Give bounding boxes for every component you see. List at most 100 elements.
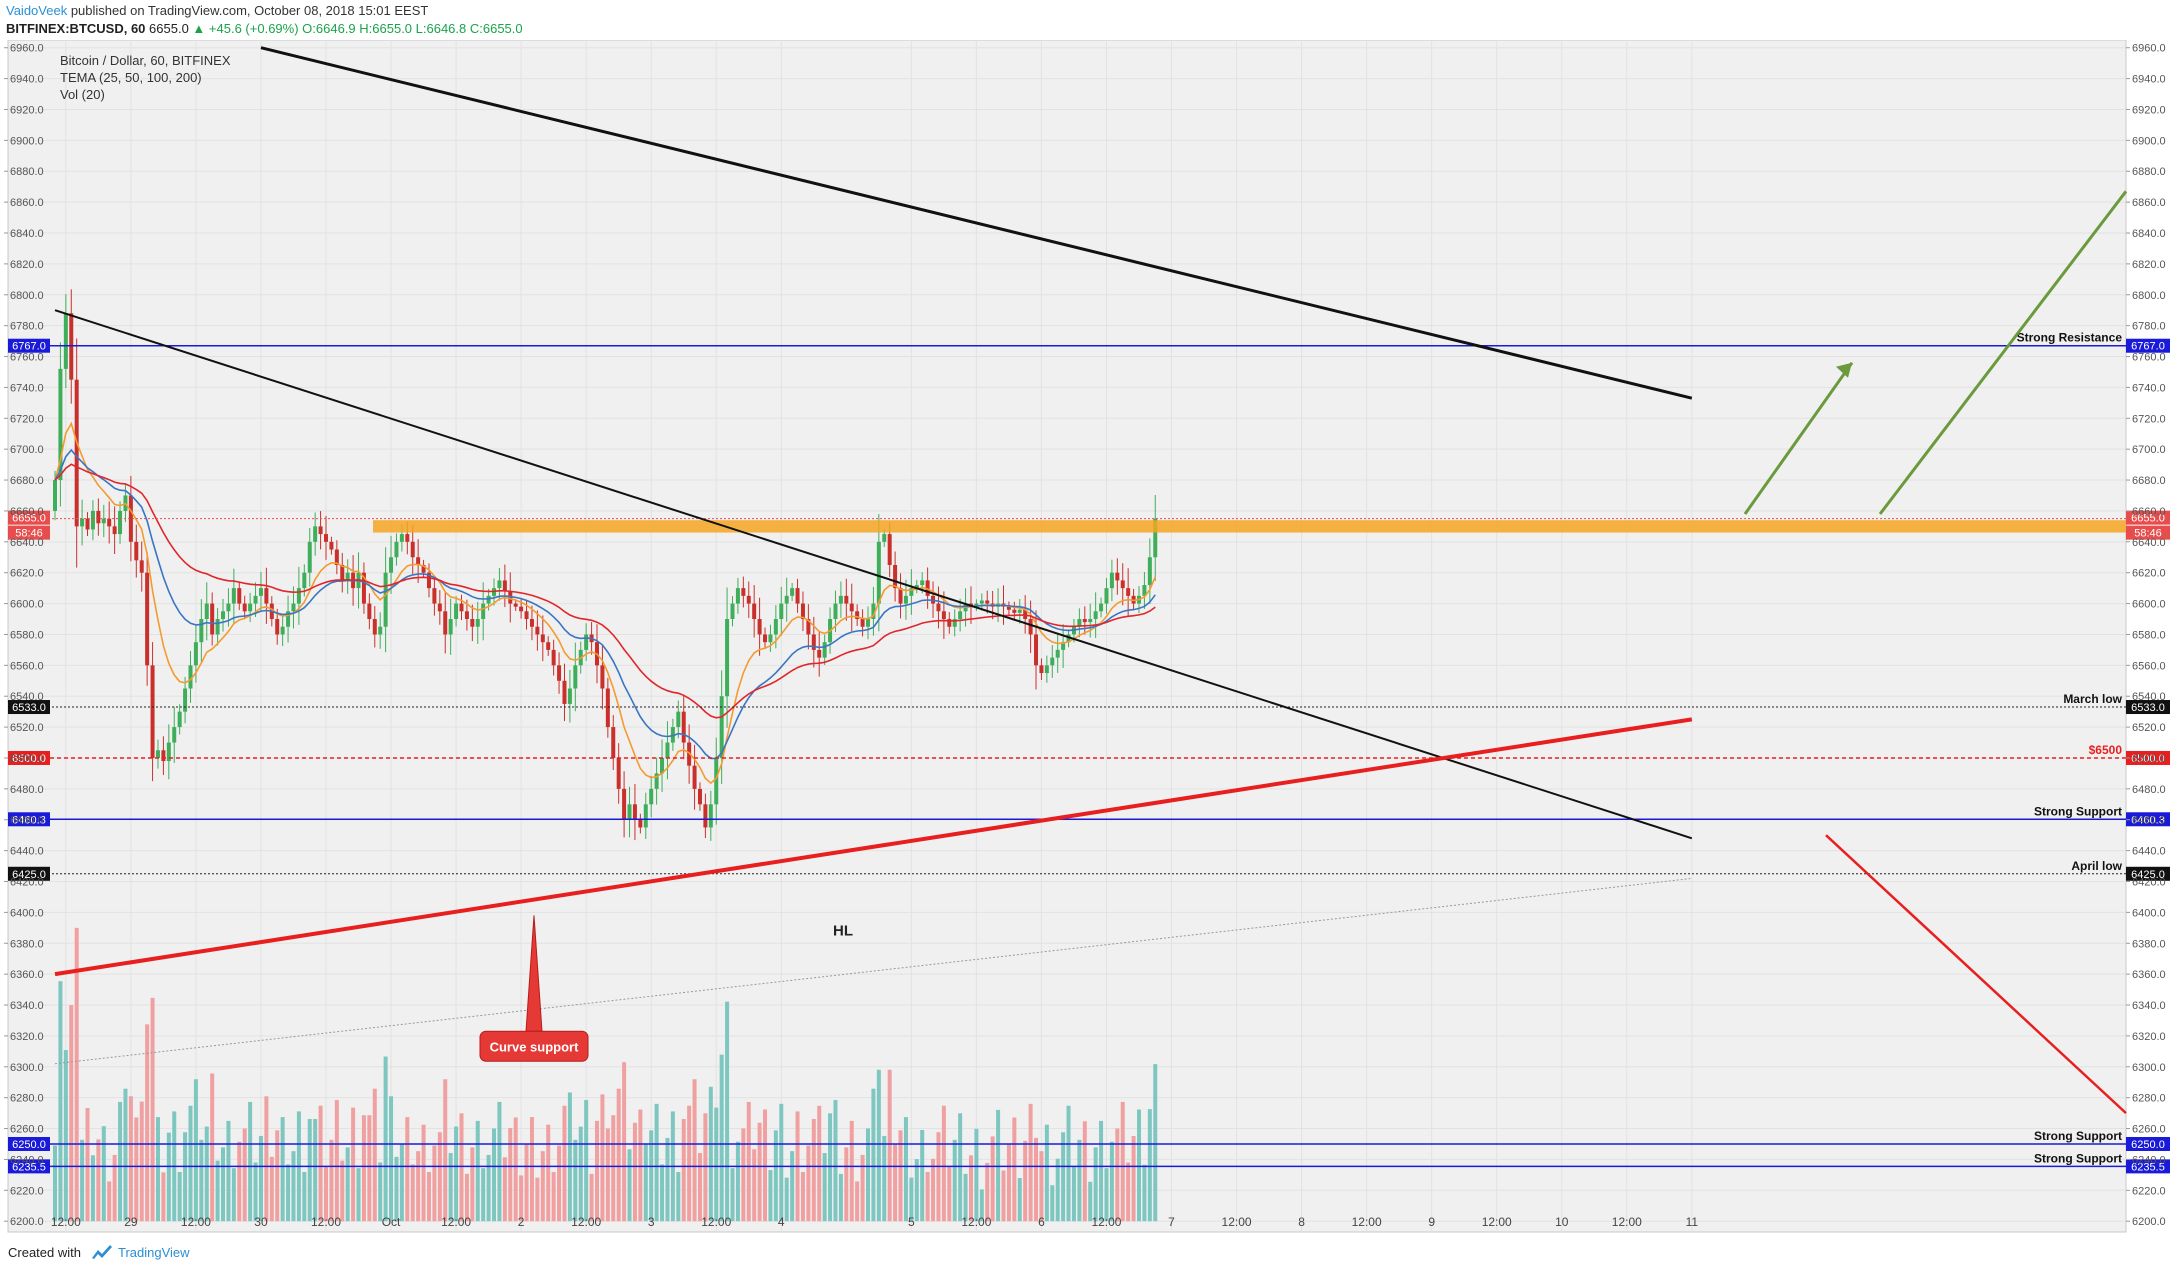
candle-body	[1088, 619, 1093, 623]
volume-bar	[1137, 1109, 1141, 1222]
candle-body	[405, 534, 410, 542]
volume-bar	[996, 1109, 1001, 1222]
volume-bar	[161, 1172, 166, 1222]
x-tick-label: 10	[1555, 1215, 1569, 1229]
volume-bar	[307, 1118, 312, 1222]
candle-body	[654, 773, 659, 789]
candle-body	[155, 750, 160, 758]
x-tick-label: 12:00	[441, 1215, 471, 1229]
volume-bar	[833, 1100, 838, 1222]
candle-body	[784, 595, 789, 604]
author-link[interactable]: VaidoVeek	[6, 3, 68, 18]
volume-bar	[416, 1151, 421, 1222]
candle-body	[1055, 649, 1060, 658]
y-tick-label-left: 6200.0	[10, 1216, 44, 1228]
level-tag-left-text: 6460.3	[12, 814, 46, 826]
volume-bar	[735, 1141, 740, 1222]
volume-bar	[866, 1128, 870, 1222]
y-tick-label-left: 6880.0	[10, 166, 44, 178]
volume-bar	[302, 1171, 307, 1222]
candle-body	[763, 634, 768, 643]
volume-bar	[920, 1129, 925, 1222]
x-tick-label: 29	[124, 1215, 138, 1229]
y-tick-label-right: 6500.0	[2132, 753, 2166, 765]
y-tick-label-right: 6440.0	[2132, 846, 2166, 858]
volume-bar	[96, 1139, 101, 1222]
volume-bar	[1126, 1162, 1131, 1222]
volume-bar	[1055, 1158, 1060, 1222]
y-tick-label-left: 6920.0	[10, 104, 44, 116]
resistance-zone	[373, 520, 2126, 533]
level-tag-right	[2126, 812, 2170, 827]
candle-body	[63, 313, 68, 369]
volume-bar	[974, 1128, 979, 1222]
level-tag-right	[2126, 700, 2170, 715]
level-tag-left-text: 6500.0	[12, 753, 46, 765]
price-chart[interactable]: 6767.0 6767.0 Strong Resistance 6533.0 6533.…	[0, 40, 2179, 1236]
volume-bar	[1023, 1140, 1028, 1222]
volume-bar	[492, 1128, 497, 1222]
candle-body	[660, 757, 665, 774]
tradingview-logo-icon[interactable]	[90, 1242, 114, 1262]
level-tag-left	[8, 866, 50, 881]
volume-bar	[1012, 1117, 1017, 1222]
candle-body	[985, 600, 990, 604]
volume-bar	[253, 1162, 258, 1222]
candle-body	[258, 588, 263, 596]
candle-body	[248, 603, 253, 612]
candle-body	[361, 572, 366, 604]
candle-body	[735, 588, 740, 604]
y-tick-label-right: 6640.0	[2132, 537, 2166, 549]
footer: Created with TradingView	[0, 1236, 2179, 1270]
y-tick-label-right: 6540.0	[2132, 691, 2166, 703]
volume-bar	[909, 1177, 914, 1222]
candle-body	[459, 603, 464, 612]
trendline-rising-support	[54, 717, 1693, 977]
candle-body	[231, 588, 236, 604]
volume-bar	[1028, 1103, 1033, 1222]
candle-body	[372, 619, 377, 635]
volume-bar	[1088, 1181, 1093, 1222]
candle-body	[502, 580, 507, 592]
time-axis: 12:00 29 12:00 30 12:00 Oct 12:00 2 12:00 3 12:00 4…	[51, 1215, 1699, 1229]
y-tick-label-right: 6320.0	[2132, 1031, 2166, 1043]
curve-support-box	[479, 1030, 589, 1062]
candle-body	[410, 541, 415, 558]
y-tick-label-left: 6960.0	[10, 43, 44, 55]
x-tick-label: 5	[908, 1215, 915, 1229]
y-tick-label-left: 6500.0	[10, 753, 44, 765]
volume-bar	[714, 1107, 719, 1222]
candle-body	[811, 634, 816, 650]
volume-bar	[1077, 1139, 1082, 1222]
x-tick-label: 12:00	[961, 1215, 991, 1229]
volume-bar	[199, 1139, 204, 1222]
candle-body	[1017, 609, 1022, 613]
candle-body	[264, 588, 269, 604]
candle-body	[199, 619, 204, 643]
candle-body	[616, 757, 621, 789]
y-tick-label-right: 6580.0	[2132, 629, 2166, 641]
y-tick-label-right: 6300.0	[2132, 1062, 2166, 1074]
x-tick-label: 12:00	[1612, 1215, 1642, 1229]
candle-body	[719, 696, 724, 758]
volume-bar	[1099, 1120, 1104, 1222]
tradingview-link[interactable]: TradingView	[118, 1245, 190, 1260]
volume-bar	[410, 1164, 415, 1222]
level-tag-left	[8, 812, 50, 827]
volume-bar	[573, 1139, 578, 1222]
candle-body	[145, 572, 150, 666]
volume-bar	[697, 1153, 702, 1222]
candle-body	[210, 603, 215, 635]
level-tag-left	[8, 750, 50, 765]
y-tick-label-right: 6660.0	[2132, 506, 2166, 518]
volume-bar	[968, 1155, 973, 1222]
candle-body	[286, 611, 291, 627]
ohlc-text: O:6646.9 H:6655.0 L:6646.8 C:6655.0	[302, 21, 523, 36]
y-tick-label-left: 6260.0	[10, 1124, 44, 1136]
level-label: Strong Support	[2034, 1151, 2122, 1165]
volume-bar	[654, 1103, 659, 1222]
y-tick-label-right: 6560.0	[2132, 660, 2166, 672]
candle-body	[340, 564, 345, 581]
x-tick-label: 7	[1168, 1215, 1175, 1229]
annotation-curve-support: Curve support	[490, 1039, 580, 1054]
